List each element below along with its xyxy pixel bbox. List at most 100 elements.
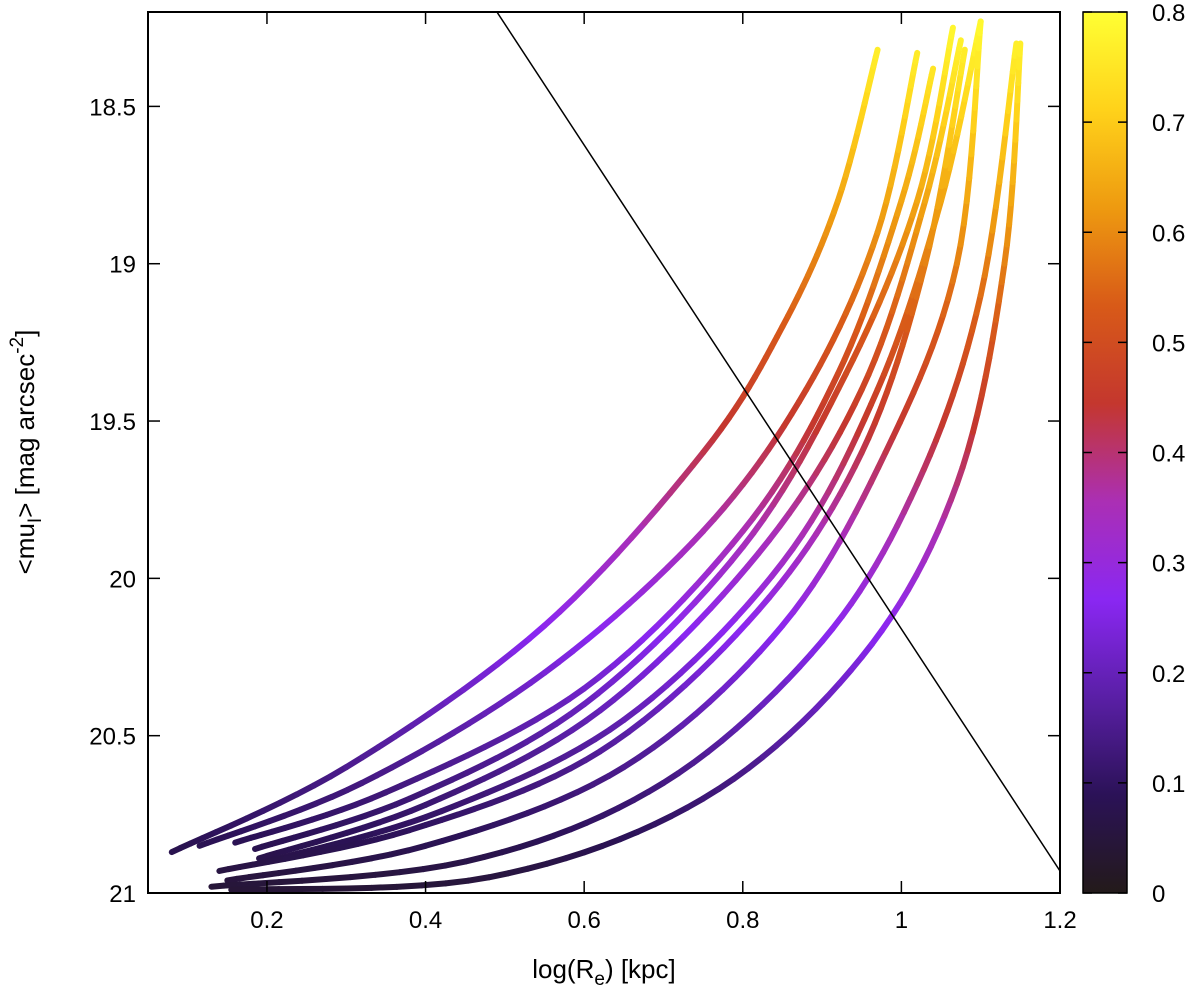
curve-segment (299, 876, 329, 884)
curve-segment (959, 446, 971, 471)
curve-segment (336, 840, 361, 852)
curve-segment (720, 577, 739, 598)
curve-segment (949, 103, 959, 129)
curve-segment (565, 685, 588, 703)
curve-segment (930, 203, 941, 231)
curve-segment (614, 535, 635, 557)
curve-segment (477, 661, 501, 681)
curve-segment (945, 122, 956, 148)
x-tick-label: 1.2 (1043, 907, 1076, 934)
curve-segment (968, 127, 977, 158)
curve-segment (387, 847, 412, 858)
curve-segment (654, 694, 675, 713)
curve-segment (505, 865, 531, 877)
curve-segment (960, 198, 970, 227)
curve-segment (1013, 97, 1021, 123)
curve-segment (598, 612, 619, 631)
curve-segment (347, 871, 379, 881)
curve-segment (446, 752, 471, 767)
curve-segment (691, 585, 711, 606)
curve-segment (584, 624, 605, 643)
curve-segment (609, 666, 630, 685)
curve-segment (964, 429, 976, 453)
curve-segment (1006, 200, 1015, 228)
curve-segment (912, 49, 921, 65)
curve-segment (668, 682, 688, 701)
curve-segment (773, 730, 793, 749)
curve-segment (327, 764, 350, 780)
curve-segment (985, 227, 996, 257)
curve-segment (543, 855, 569, 867)
curve-segment (689, 749, 711, 767)
curve-segment (641, 504, 661, 526)
curve-segment (653, 646, 674, 666)
curve-segment (1011, 40, 1020, 59)
curve-segment (442, 877, 472, 887)
colorbar-tick-label: 0.2 (1152, 661, 1185, 688)
curve-segment (465, 874, 493, 884)
curve-segment (969, 411, 981, 436)
curve-segment (464, 744, 488, 759)
curve-segment (934, 183, 945, 210)
curve-7 (216, 46, 968, 874)
curve-segment (396, 866, 427, 876)
curve-segment (581, 674, 602, 692)
curve-segment (498, 726, 523, 742)
curve-segment (986, 335, 996, 361)
curve-segment (744, 587, 763, 608)
curve-segment (625, 588, 646, 607)
curve-segment (450, 720, 473, 736)
colorbar-tick-label: 0.8 (1152, 0, 1185, 27)
series-layer (168, 18, 1024, 893)
curve-segment (959, 46, 968, 64)
colorbar-tick-label: 0.7 (1152, 110, 1185, 137)
curve-segment (719, 615, 739, 636)
curve-segment (681, 670, 702, 689)
curve-segment (585, 565, 607, 587)
curve-segment (982, 354, 993, 380)
curve-segment (746, 701, 766, 720)
curve-segment (1005, 87, 1014, 115)
y-tick-label: 20.5 (89, 724, 136, 751)
curve-segment (989, 203, 999, 234)
curve-segment (562, 849, 588, 862)
curve-segment (756, 573, 775, 594)
curve-10 (228, 40, 1024, 893)
x-tick-label: 0.2 (250, 907, 283, 934)
curve-segment (956, 37, 964, 51)
curve-segment (963, 174, 973, 205)
curve-segment (372, 831, 397, 843)
y-tick-label: 19.5 (89, 409, 136, 436)
curve-segment (680, 582, 700, 603)
curve-segment (998, 260, 1008, 286)
curve-segment (635, 694, 656, 713)
curve-segment (992, 179, 1003, 210)
curve-segment (948, 24, 956, 40)
curve-segment (486, 870, 512, 881)
curve-segment (957, 220, 967, 248)
plot-frame (147, 11, 1061, 894)
curve-segment (637, 640, 658, 661)
curve-segment (977, 272, 988, 299)
curve-segment (693, 568, 712, 589)
curve-segment (329, 858, 356, 869)
curve-segment (430, 760, 453, 775)
curve-segment (610, 649, 632, 669)
curve-1 (168, 46, 881, 856)
curve-3 (232, 65, 937, 846)
curve-segment (706, 686, 726, 706)
curve-segment (524, 803, 548, 817)
curve-segment (664, 613, 685, 634)
curve-segment (494, 648, 517, 668)
curve-segment (705, 555, 724, 575)
curve-segment (971, 83, 980, 111)
curve-segment (705, 629, 726, 650)
colorbar: 0 0.1 0.2 0.3 0.4 0.5 0.6 0.7 0.8 (1082, 0, 1185, 908)
curve-segment (989, 316, 999, 342)
x-tick-label: 1 (895, 907, 908, 934)
curve-segment (639, 623, 660, 644)
curve-2 (196, 49, 921, 849)
curve-segment (322, 874, 354, 883)
curve-segment (718, 726, 739, 744)
